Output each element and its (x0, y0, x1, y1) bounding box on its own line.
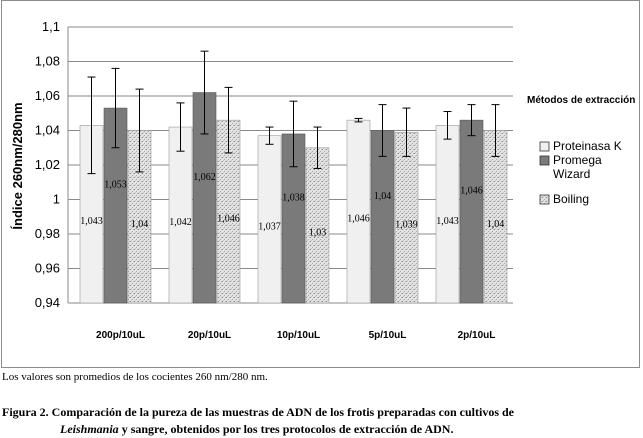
chart-note: Los valores son promedios de los cocient… (2, 371, 268, 383)
bar (168, 126, 193, 304)
legend-title: Métodos de extracción (527, 95, 635, 106)
data-label: 1,04 (131, 219, 149, 230)
data-label: 1,037 (258, 221, 281, 232)
legend-swatch (539, 141, 550, 152)
data-label: 1,046 (460, 186, 483, 197)
x-tick-label: 20p/10uL (188, 330, 231, 341)
legend-swatch (539, 194, 550, 205)
data-label: 1,062 (193, 172, 216, 183)
caption-line-2-rest: y sangre, obtenidos por los tres protoco… (118, 422, 454, 436)
y-tick-label: 0,94 (35, 295, 60, 310)
data-label: 1,03 (309, 227, 327, 238)
data-label: 1,04 (374, 191, 392, 202)
value-labels: 1,043 1,053 1,04 1,042 1,062 1,046 1,037 1,038 1… (80, 172, 504, 239)
error-bars (87, 50, 500, 175)
x-tick-label: 5p/10uL (369, 330, 407, 341)
bar (346, 119, 371, 304)
y-tick-label: 1,1 (42, 19, 60, 34)
bar (459, 119, 484, 304)
data-label: 1,043 (80, 216, 103, 227)
figure-caption: Figura 2. Comparación de la pureza de la… (2, 404, 632, 438)
legend-label: Wizard (553, 167, 590, 181)
y-tick-label: 0,96 (35, 261, 60, 276)
data-label: 1,053 (104, 180, 127, 191)
data-label: 1,042 (169, 217, 192, 228)
x-tick-label: 200p/10uL (96, 330, 145, 341)
y-tick-label: 1 (53, 192, 60, 207)
legend-swatch (539, 155, 550, 166)
y-tick-label: 0,98 (35, 226, 60, 241)
bar (394, 131, 419, 304)
y-tick-label: 1,08 (35, 54, 60, 69)
chart-frame: 0,94 0,96 0,98 1 1,02 1,04 1,06 1,08 1,1 1,043 1,… (1, 0, 640, 368)
legend-label: Promega (553, 153, 602, 167)
y-axis-ticks: 0,94 0,96 0,98 1 1,02 1,04 1,06 1,08 1,1 (35, 19, 60, 310)
y-tick-label: 1,02 (35, 157, 60, 172)
data-label: 1,04 (487, 219, 505, 230)
legend-label: Boiling (553, 192, 589, 206)
x-axis-categories: 200p/10uL 20p/10uL 10p/10uL 5p/10uL 2p/10uL (96, 330, 495, 341)
bar (305, 147, 330, 304)
caption-line-2: Leishmania y sangre, obtenidos por los t… (2, 421, 632, 438)
y-tick-label: 1,04 (35, 123, 60, 138)
legend: Métodos de extracción Proteinasa KPromeg… (527, 95, 635, 206)
x-tick-label: 10p/10uL (277, 330, 320, 341)
bar (435, 125, 460, 304)
x-tick-label: 2p/10uL (458, 330, 496, 341)
data-label: 1,043 (436, 216, 459, 227)
bar (257, 135, 282, 304)
y-tick-label: 1,06 (35, 88, 60, 103)
bars (79, 92, 508, 304)
data-label: 1,046 (347, 214, 370, 225)
caption-line-1: Figura 2. Comparación de la pureza de la… (2, 405, 514, 419)
data-label: 1,046 (217, 214, 240, 225)
caption-italic-term: Leishmania (60, 422, 119, 436)
y-axis-title: Índice 260nm/280nm (10, 102, 25, 229)
legend-label: Proteinasa K (553, 139, 622, 153)
data-label: 1,039 (395, 220, 418, 231)
data-label: 1,038 (282, 192, 305, 203)
